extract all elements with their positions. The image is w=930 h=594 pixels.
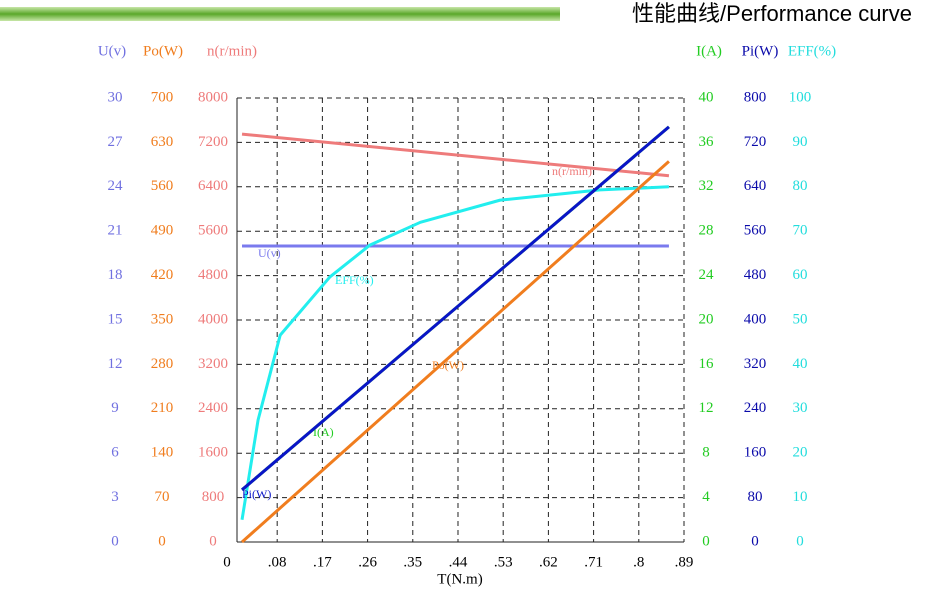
y-axis-title: Po(W) [143, 43, 183, 59]
y-tick-label: 2400 [198, 400, 228, 416]
y-tick-label: 5600 [198, 223, 228, 239]
y-tick-label: 350 [151, 311, 174, 327]
y-tick-label: 160 [744, 445, 767, 461]
y-tick-label: 32 [699, 178, 714, 194]
x-axis-label: T(N.m) [437, 571, 482, 587]
y-tick-label: 420 [151, 267, 174, 283]
y-tick-label: 280 [151, 356, 174, 372]
y-tick-label: 28 [699, 223, 714, 239]
y-tick-label: 36 [699, 134, 715, 150]
x-tick-label: 0 [223, 554, 231, 570]
x-tick-label: .53 [494, 554, 513, 570]
y-tick-label: 24 [699, 267, 715, 283]
chart-title: 性能曲线/Performance curve [632, 1, 912, 26]
y-tick-label: 210 [151, 400, 174, 416]
y-tick-label: 15 [108, 311, 123, 327]
y-tick-label: 30 [108, 89, 123, 105]
y-tick-label: 30 [793, 400, 808, 416]
y-tick-label: 80 [793, 178, 808, 194]
x-tick-label: .62 [539, 554, 558, 570]
y-axis-title: Pi(W) [742, 43, 779, 59]
series-label: I(A) [313, 425, 334, 439]
y-tick-label: 7200 [198, 134, 228, 150]
y-tick-label: 18 [108, 267, 123, 283]
series-line [241, 132, 670, 178]
x-tick-label: .26 [358, 554, 377, 570]
y-tick-label: 21 [108, 223, 123, 239]
y-tick-label: 100 [789, 89, 812, 105]
x-tick-label: .44 [449, 554, 468, 570]
series-label: EFF(%) [335, 273, 374, 287]
header-bar [0, 7, 560, 21]
x-tick-label: .17 [313, 554, 332, 570]
y-tick-label: 400 [744, 311, 767, 327]
series-line [240, 185, 670, 521]
x-tick-label: .08 [268, 554, 287, 570]
y-tick-label: 20 [793, 445, 808, 461]
y-tick-label: 0 [751, 533, 759, 549]
y-tick-label: 80 [748, 489, 763, 505]
series-line [241, 125, 670, 491]
y-tick-label: 40 [793, 356, 808, 372]
y-tick-label: 700 [151, 89, 174, 105]
y-tick-label: 630 [151, 134, 174, 150]
y-tick-label: 24 [108, 178, 124, 194]
y-axis-title: EFF(%) [788, 43, 836, 59]
y-tick-label: 560 [744, 223, 767, 239]
y-axis-title: I(A) [696, 43, 722, 59]
y-tick-label: 0 [209, 533, 217, 549]
y-tick-label: 800 [202, 489, 225, 505]
y-tick-label: 12 [108, 356, 123, 372]
y-tick-label: 3200 [198, 356, 228, 372]
y-tick-label: 6 [111, 445, 119, 461]
y-tick-label: 1600 [198, 445, 228, 461]
y-tick-label: 6400 [198, 178, 228, 194]
y-tick-label: 60 [793, 267, 808, 283]
y-tick-label: 490 [151, 223, 174, 239]
y-tick-label: 4800 [198, 267, 228, 283]
series-label: Pi(W) [242, 487, 271, 501]
y-tick-label: 16 [699, 356, 715, 372]
y-axis-title: U(v) [98, 43, 126, 59]
y-axis-title: n(r/min) [207, 43, 257, 59]
y-tick-label: 20 [699, 311, 714, 327]
x-tick-label: .71 [584, 554, 603, 570]
series-label: Po(W) [432, 358, 464, 372]
y-tick-label: 40 [699, 89, 714, 105]
x-tick-label: .89 [675, 554, 694, 570]
y-tick-label: 70 [155, 489, 170, 505]
y-tick-label: 140 [151, 445, 174, 461]
y-tick-label: 8 [702, 445, 710, 461]
y-tick-label: 640 [744, 178, 767, 194]
series-label: n(r/min) [552, 164, 592, 178]
y-tick-label: 0 [702, 533, 710, 549]
y-tick-label: 240 [744, 400, 767, 416]
y-tick-label: 4000 [198, 311, 228, 327]
y-tick-label: 8000 [198, 89, 228, 105]
y-tick-label: 27 [108, 134, 124, 150]
x-tick-label: .35 [403, 554, 422, 570]
y-tick-label: 50 [793, 311, 808, 327]
y-tick-label: 720 [744, 134, 767, 150]
y-tick-label: 4 [702, 489, 710, 505]
y-tick-label: 70 [793, 223, 808, 239]
y-tick-label: 3 [111, 489, 119, 505]
y-tick-label: 800 [744, 89, 767, 105]
x-tick-label: .8 [633, 554, 644, 570]
y-tick-label: 10 [793, 489, 808, 505]
y-tick-label: 0 [796, 533, 804, 549]
y-tick-label: 0 [158, 533, 166, 549]
y-tick-label: 480 [744, 267, 767, 283]
y-tick-label: 9 [111, 400, 119, 416]
series-line [241, 160, 670, 544]
series-label: U(v) [258, 246, 281, 260]
y-tick-label: 90 [793, 134, 808, 150]
y-tick-label: 12 [699, 400, 714, 416]
y-tick-label: 320 [744, 356, 767, 372]
y-tick-label: 0 [111, 533, 119, 549]
y-tick-label: 560 [151, 178, 174, 194]
